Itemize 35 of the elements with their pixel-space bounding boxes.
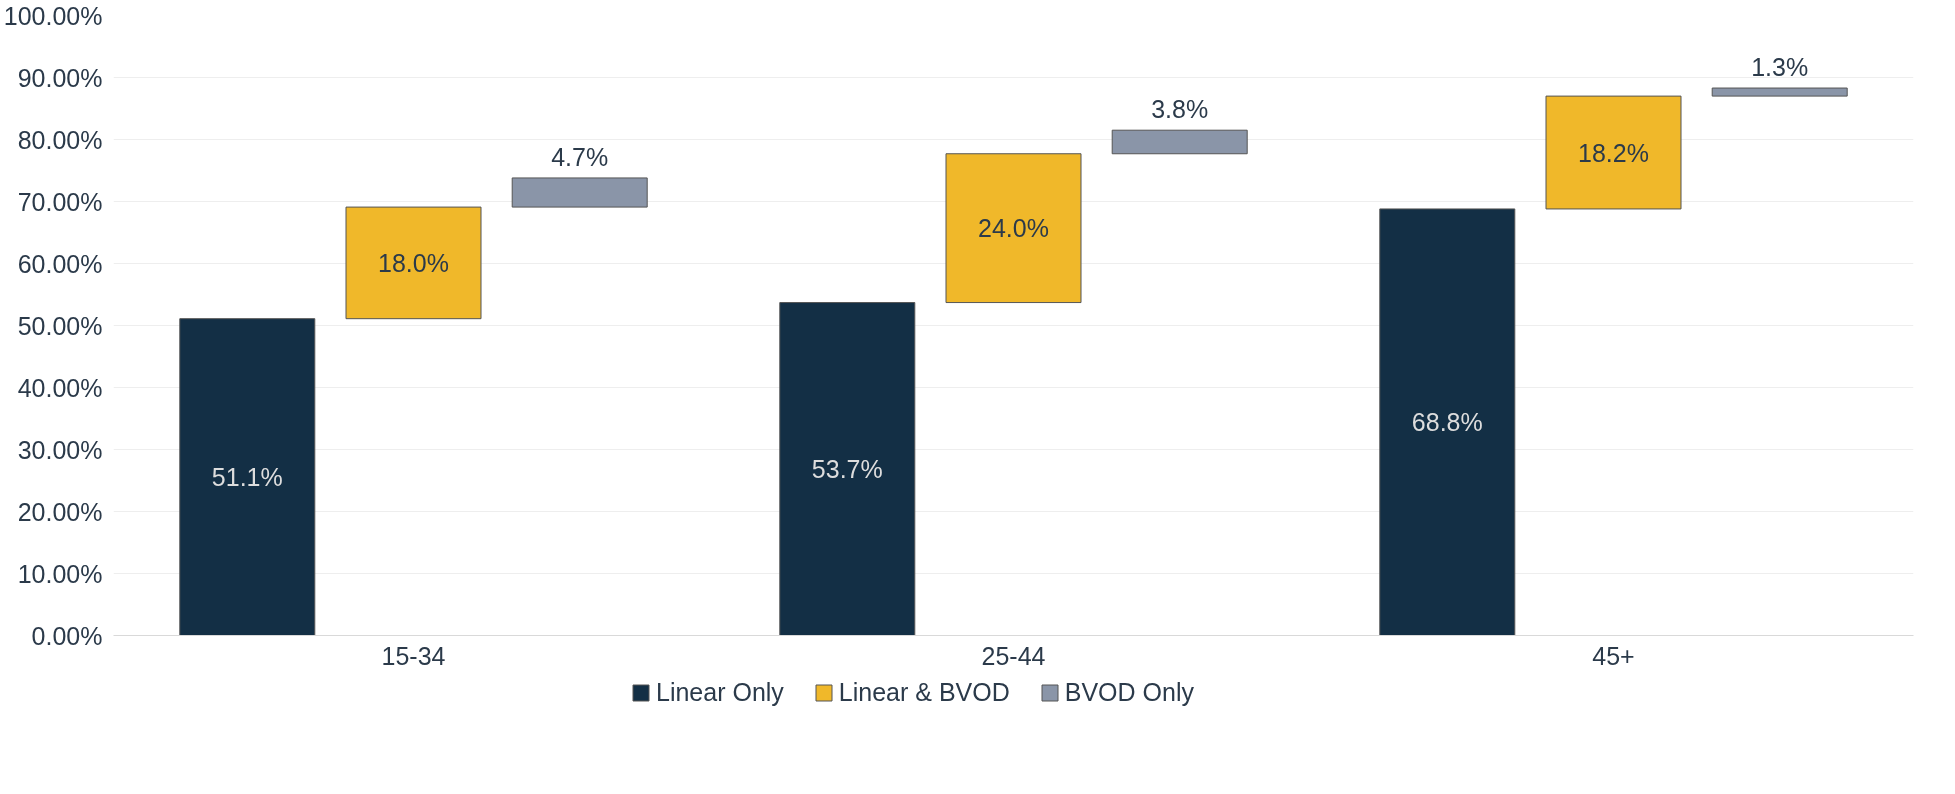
x-tick-label: 45+ <box>1592 641 1635 670</box>
bar <box>1379 208 1516 636</box>
y-tick-label: 0.00% <box>31 621 103 650</box>
data-label: 18.0% <box>378 248 449 277</box>
data-label: 3.8% <box>1151 94 1209 123</box>
x-tick-label: 15-34 <box>381 641 446 670</box>
bar <box>945 153 1082 304</box>
data-label: 51.1% <box>211 463 283 492</box>
bar <box>345 206 482 320</box>
y-tick-label: 80.00% <box>17 125 103 154</box>
y-tick-label: 30.00% <box>17 435 103 464</box>
x-tick-label: 25-44 <box>981 641 1046 670</box>
data-label: 68.8% <box>1411 408 1483 437</box>
bar <box>1545 95 1682 210</box>
legend-label: Linear & BVOD <box>838 677 1010 707</box>
y-tick-label: 20.00% <box>17 497 103 526</box>
y-tick-label: 10.00% <box>17 559 103 588</box>
data-label: 1.3% <box>1751 52 1809 81</box>
data-label: 24.0% <box>978 214 1049 243</box>
bar <box>1711 87 1848 97</box>
y-tick-label: 60.00% <box>17 249 103 278</box>
bar <box>779 302 916 636</box>
data-label: 4.7% <box>551 142 609 171</box>
y-tick-label: 40.00% <box>17 373 103 402</box>
bar <box>179 318 316 636</box>
data-label: 53.7% <box>811 455 883 484</box>
y-tick-label: 100.00% <box>3 1 103 30</box>
y-tick-label: 90.00% <box>17 63 103 92</box>
bar <box>1111 129 1248 155</box>
legend-label: BVOD Only <box>1064 677 1194 707</box>
data-label: 18.2% <box>1578 138 1649 167</box>
bar <box>511 177 648 208</box>
legend-label: Linear Only <box>655 677 784 707</box>
y-tick-label: 50.00% <box>17 311 103 340</box>
y-tick-label: 70.00% <box>17 187 103 216</box>
